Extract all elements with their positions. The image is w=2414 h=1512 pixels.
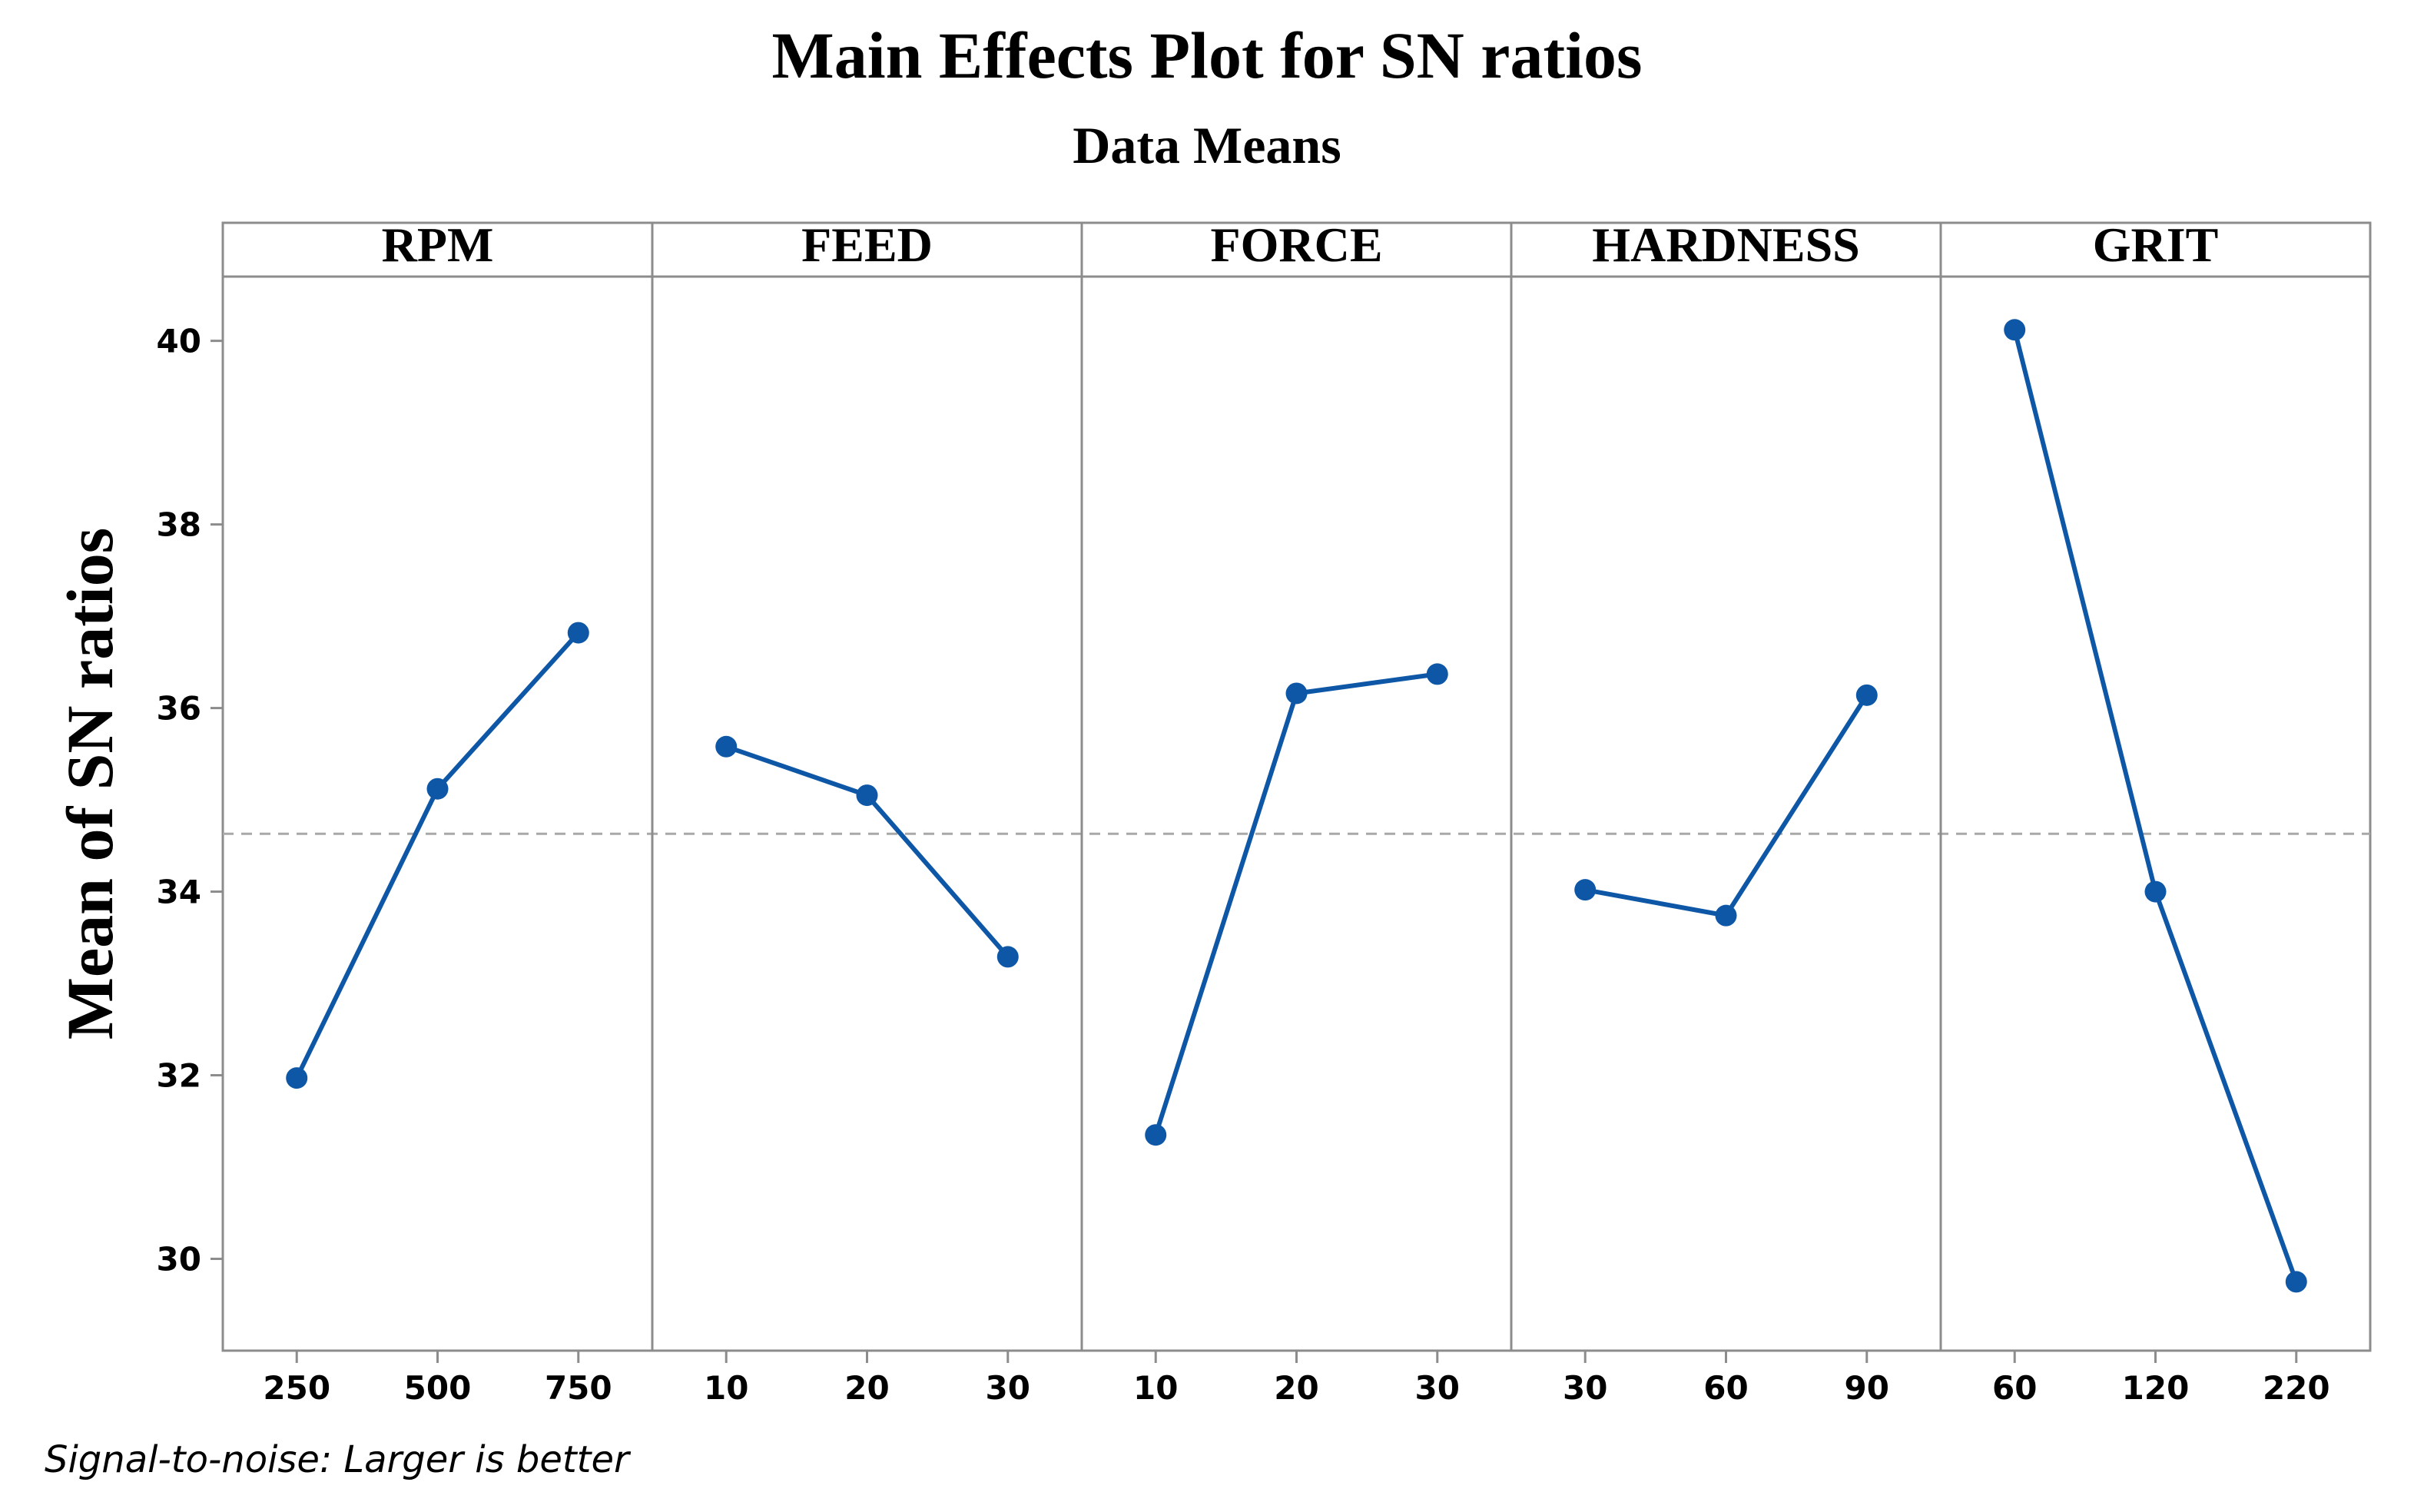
- x-tick-label: 250: [263, 1369, 330, 1407]
- panel-title-feed: FEED: [801, 217, 933, 272]
- x-tick-label: 20: [844, 1369, 889, 1407]
- x-tick-label: 30: [1563, 1369, 1607, 1407]
- data-point: [1426, 663, 1448, 685]
- y-tick-label: 32: [157, 1057, 201, 1095]
- y-tick-label: 36: [157, 690, 201, 728]
- footnote: Signal-to-noise: Larger is better: [45, 1438, 629, 1481]
- x-tick-label: 20: [1274, 1369, 1318, 1407]
- y-tick-label: 40: [157, 323, 201, 360]
- x-tick-label: 30: [986, 1369, 1030, 1407]
- data-point: [2004, 319, 2026, 341]
- y-tick-label: 34: [157, 874, 201, 911]
- x-tick-label: 750: [545, 1369, 612, 1407]
- x-tick-label: 60: [1703, 1369, 1748, 1407]
- data-point: [286, 1067, 308, 1089]
- x-tick-label: 500: [404, 1369, 472, 1407]
- data-point: [426, 778, 449, 800]
- x-tick-label: 120: [2122, 1369, 2190, 1407]
- chart-title: Main Effects Plot for SN ratios: [771, 18, 1643, 92]
- series-line-hardness: [1584, 694, 1869, 918]
- data-point: [1715, 904, 1737, 927]
- x-tick-label: 30: [1415, 1369, 1460, 1407]
- panel-title-rpm: RPM: [382, 217, 494, 272]
- data-point: [1145, 1124, 1167, 1146]
- data-point: [1574, 879, 1597, 901]
- y-tick-label: 38: [157, 506, 201, 544]
- series-line-feed: [725, 744, 1010, 959]
- series-line-force: [1153, 671, 1438, 1136]
- panel-title-grit: GRIT: [2093, 217, 2219, 272]
- x-tick-label: 60: [1992, 1369, 2037, 1407]
- data-point: [996, 946, 1019, 968]
- y-tick-label: 30: [157, 1241, 201, 1278]
- data-point: [856, 784, 878, 807]
- data-point: [715, 735, 738, 758]
- data-point: [2144, 880, 2167, 903]
- data-point: [567, 622, 589, 644]
- data-point: [1855, 684, 1878, 706]
- series-line-grit: [2012, 329, 2299, 1283]
- series-line-rpm: [294, 631, 581, 1079]
- plot-frame: [221, 221, 2372, 1352]
- chart-subtitle: Data Means: [1073, 116, 1341, 174]
- panel-title-hardness: HARDNESS: [1592, 217, 1860, 272]
- data-point: [2285, 1271, 2307, 1293]
- data-point: [1285, 682, 1308, 705]
- x-tick-label: 220: [2263, 1369, 2330, 1407]
- x-tick-label: 10: [1133, 1369, 1178, 1407]
- x-tick-label: 90: [1845, 1369, 1889, 1407]
- panel-title-force: FORCE: [1211, 217, 1383, 272]
- x-tick-label: 10: [704, 1369, 748, 1407]
